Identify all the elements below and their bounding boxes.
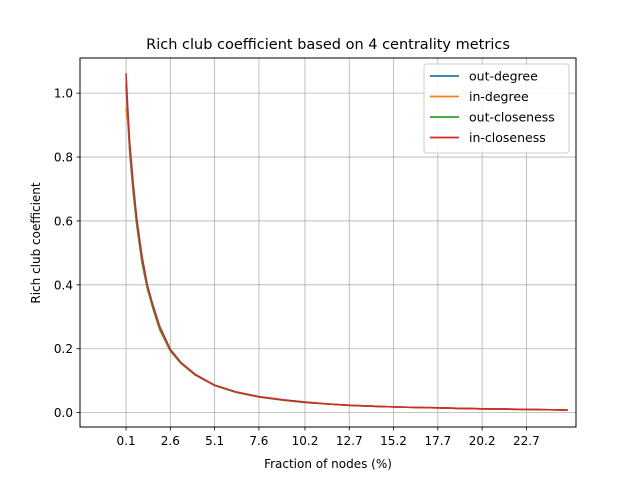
legend-box — [423, 63, 570, 154]
y-tick-label: 0.8 — [54, 151, 73, 165]
y-axis-label: Rich club coefficient — [29, 182, 43, 304]
y-tick-label: 0.2 — [54, 342, 73, 356]
series-line-in-closeness — [125, 73, 568, 411]
plot-frame — [79, 57, 577, 428]
x-tick-label: 5.1 — [205, 434, 224, 448]
legend-label-in-closeness: in-closeness — [469, 130, 546, 145]
axis-ticks: 0.1 2.6 5.1 7.6 10.2 12.7 15.2 17.7 20.2 22.7 0.0 0… — [54, 87, 540, 448]
x-tick-label: 22.7 — [513, 434, 540, 448]
x-tick-label: 0.1 — [117, 434, 136, 448]
y-tick-label: 0.0 — [54, 406, 73, 420]
y-tick-label: 0.4 — [54, 278, 73, 292]
x-tick-label: 15.2 — [380, 434, 407, 448]
legend-label-in-degree: in-degree — [469, 89, 529, 104]
legend-label-out-degree: out-degree — [469, 69, 538, 84]
x-tick-label: 12.7 — [336, 434, 363, 448]
x-tick-label: 10.2 — [292, 434, 319, 448]
legend-label-out-closeness: out-closeness — [469, 110, 555, 125]
y-tick-label: 1.0 — [54, 87, 73, 101]
y-tick-label: 0.6 — [54, 214, 73, 228]
x-tick-label: 2.6 — [161, 434, 180, 448]
x-axis-label: Fraction of nodes (%) — [264, 457, 392, 471]
chart-title: Rich club coefficient based on 4 central… — [146, 37, 510, 53]
data-series — [125, 73, 568, 411]
x-tick-label: 17.7 — [424, 434, 451, 448]
x-tick-label: 20.2 — [469, 434, 496, 448]
legend: out-degree in-degree out-closeness in-close… — [423, 63, 570, 154]
x-tick-label: 7.6 — [249, 434, 268, 448]
